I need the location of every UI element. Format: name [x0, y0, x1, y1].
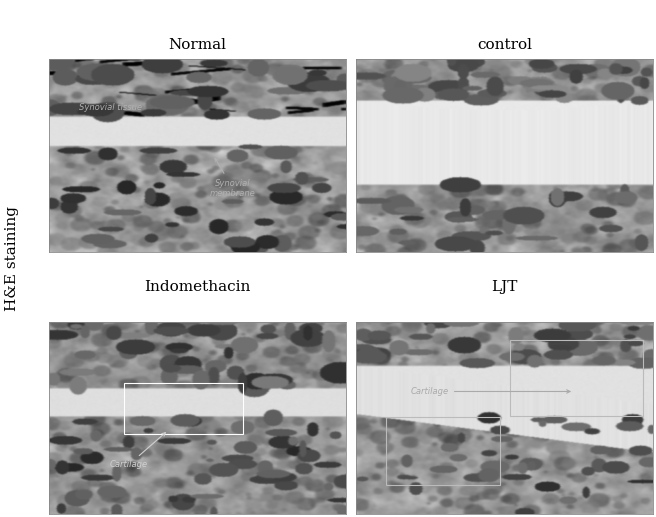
Text: Cartilage: Cartilage [110, 433, 165, 469]
Bar [124, 383, 243, 434]
Bar [386, 417, 500, 484]
Text: Indomethacin: Indomethacin [144, 280, 251, 294]
Bar [510, 340, 644, 416]
Text: Cartilage: Cartilage [411, 387, 570, 396]
Text: H&E staining: H&E staining [5, 206, 19, 311]
Text: Normal: Normal [169, 38, 226, 52]
Text: Synovial
membrane: Synovial membrane [210, 158, 256, 198]
Text: LJT: LJT [491, 280, 518, 294]
Text: Synovial tissue: Synovial tissue [79, 103, 142, 112]
Text: control: control [477, 38, 532, 52]
